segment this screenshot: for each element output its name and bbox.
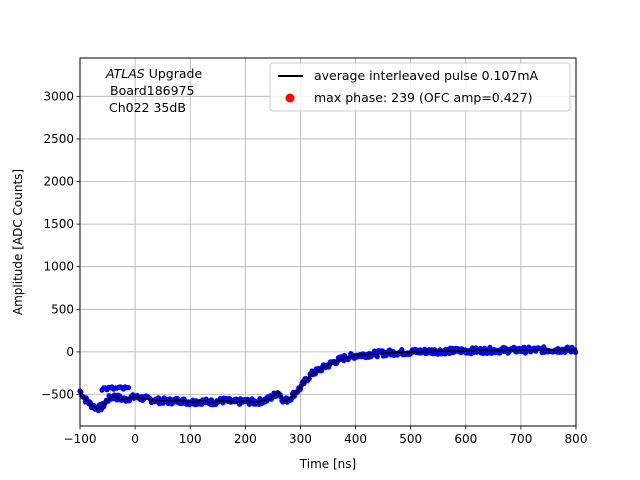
annotation-channel: Ch022 35dB [109,100,186,115]
annotation-block: ATLAS Upgrade Board186975 Ch022 35dB [105,66,202,115]
x-tick-label: 500 [399,432,422,446]
y-tick-label: 500 [51,302,74,316]
x-tick-label: −100 [64,432,97,446]
x-axis-ticks: −100 0 100 200 300 400 500 600 700 800 [64,426,588,446]
y-tick-label: −500 [41,387,74,401]
legend-box [269,62,571,112]
legend-entry-max-phase: max phase: 239 (OFC amp=0.427) [314,90,532,105]
y-tick-label: 2000 [43,175,74,189]
x-tick-label: 800 [565,432,588,446]
sample-point [374,354,380,360]
svg-text:ATLAS Upgrade: ATLAS Upgrade [105,66,202,81]
annotation-atlas: ATLAS [105,66,145,81]
sample-point [487,344,493,350]
x-tick-label: 400 [344,432,367,446]
y-tick-label: 3000 [43,89,74,103]
y-axis-ticks: −500 0 500 1000 1500 2000 2500 3000 [41,89,80,401]
legend: average interleaved pulse 0.107mA max ph… [269,62,571,112]
y-tick-label: 0 [66,345,74,359]
x-tick-label: 600 [454,432,477,446]
x-axis-title: Time [ns] [299,457,356,471]
y-axis-title: Amplitude [ADC Counts] [11,169,25,315]
x-tick-label: 700 [509,432,532,446]
plot-frame [79,57,577,427]
y-tick-label: 2500 [43,132,74,146]
legend-entry-average: average interleaved pulse 0.107mA [314,68,539,83]
y-tick-label: 1000 [43,260,74,274]
legend-marker-swatch [285,93,295,103]
x-tick-label: 200 [234,432,257,446]
annotation-upgrade: Upgrade [145,66,203,81]
x-tick-label: 300 [289,432,312,446]
x-tick-label: 0 [131,432,139,446]
x-tick-label: 100 [179,432,202,446]
y-tick-label: 1500 [43,217,74,231]
average-pulse-line [79,348,576,410]
annotation-board: Board186975 [110,83,194,98]
sample-point [125,385,132,391]
